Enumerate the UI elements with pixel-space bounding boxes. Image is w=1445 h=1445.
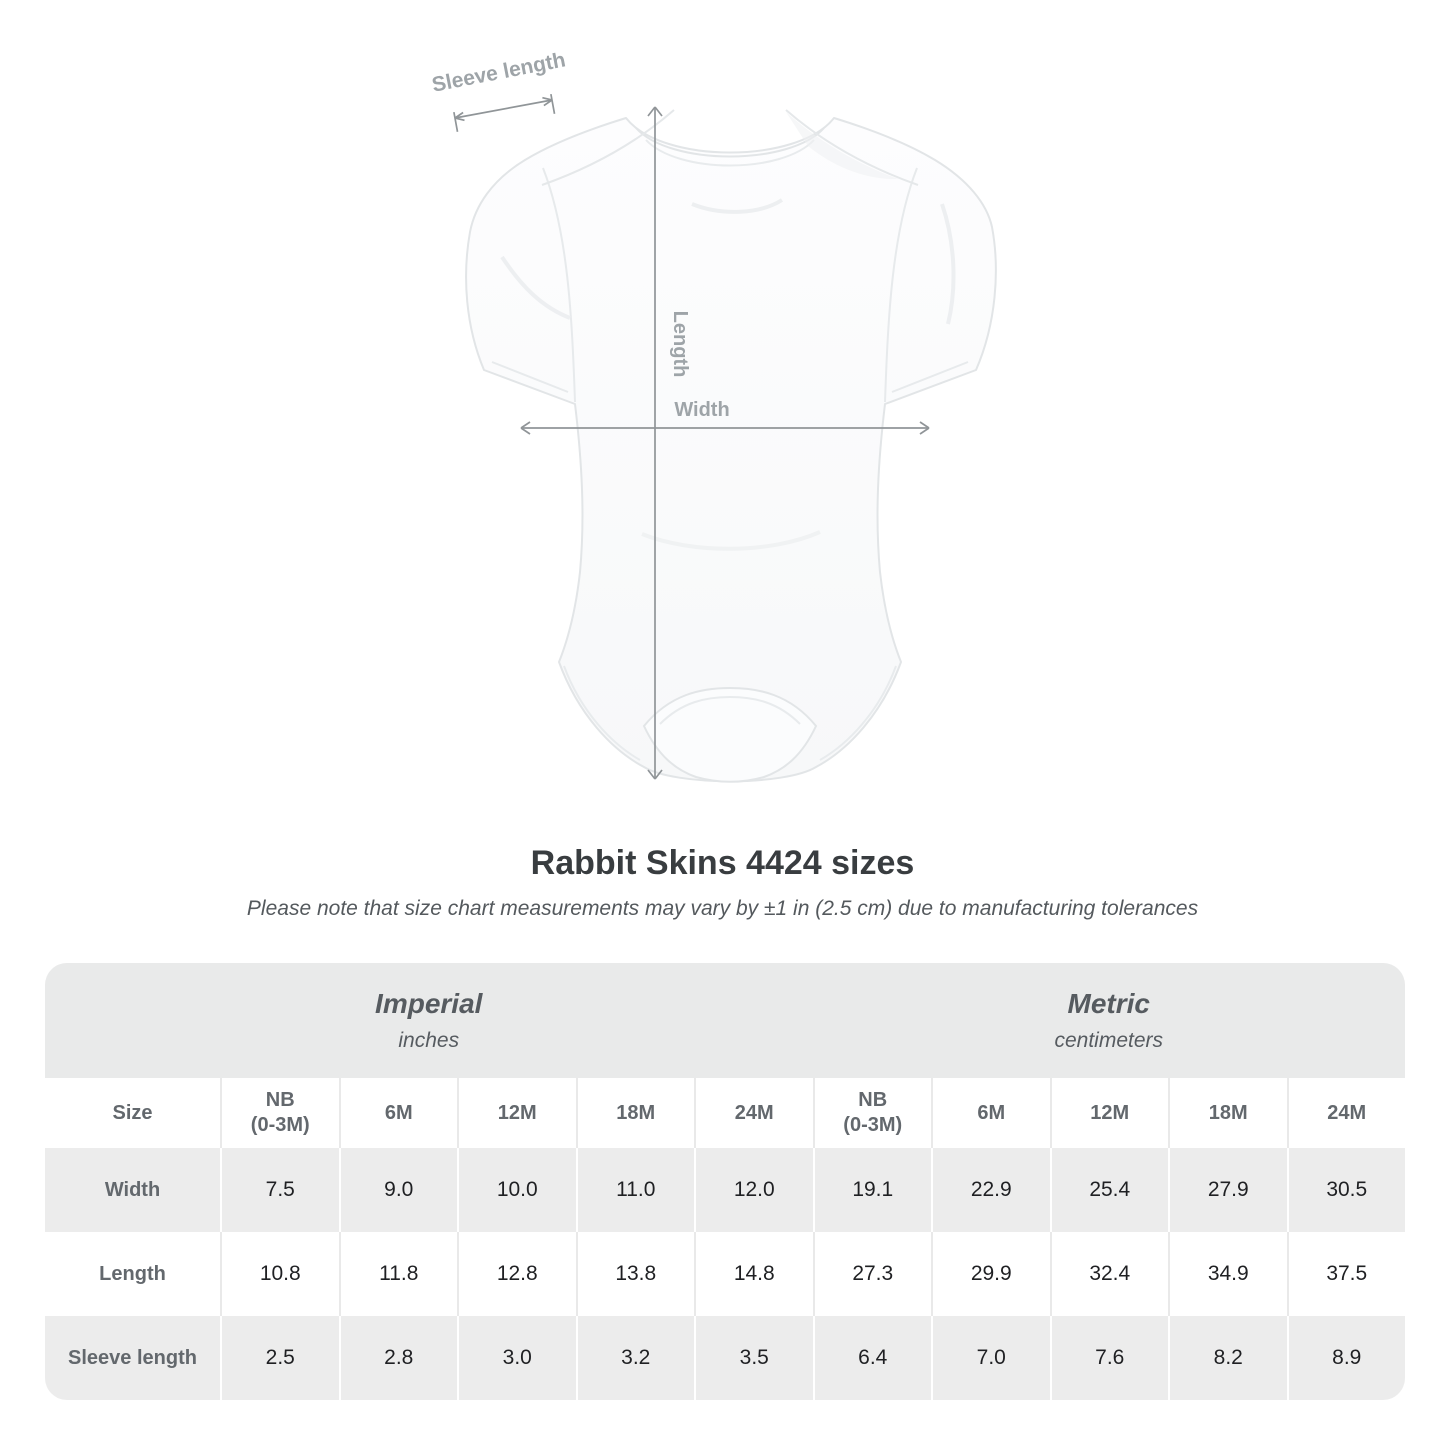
fabric-fold (940, 203, 956, 325)
col-header-6m-metric: 6M (931, 1078, 1050, 1148)
table-cell: 14.8 (694, 1232, 813, 1316)
table-cell: 29.9 (931, 1232, 1050, 1316)
table-cell: 11.8 (338, 1232, 458, 1316)
metric-label: Metric (1067, 988, 1150, 1019)
right-armhole-seam (884, 167, 918, 403)
table-cell: 8.2 (1168, 1316, 1287, 1400)
table-cell: 3.2 (575, 1316, 695, 1400)
imperial-unit: inches (398, 1029, 460, 1052)
row-label: Sleeve length (68, 1346, 197, 1369)
col-header-18m-metric: 18M (1168, 1078, 1287, 1148)
table-cell: 10.8 (220, 1232, 339, 1316)
left-lap-shoulder-edge (541, 109, 675, 186)
snap-flap-seam (659, 695, 801, 725)
table-cell: 13.8 (575, 1232, 695, 1316)
row-label: Length (99, 1262, 166, 1285)
table-cell: 7.6 (1049, 1316, 1169, 1400)
table-cell: 34.9 (1168, 1232, 1287, 1316)
size-chart-table: Imperial inches Metric centimeters Size … (45, 963, 1405, 1400)
table-row-length: Length 10.8 11.8 12.8 13.8 14.8 27.3 29.… (45, 1232, 1405, 1316)
imperial-label: Imperial (375, 988, 483, 1019)
imperial-group-header: Imperial inches (45, 963, 813, 1078)
table-cell: 27.3 (812, 1232, 932, 1316)
right-lap-shoulder-edge (785, 109, 919, 186)
length-label: Length (669, 311, 691, 378)
col-header-24m-metric: 24M (1286, 1078, 1406, 1148)
table-cell: 25.4 (1049, 1148, 1169, 1232)
right-sleeve-hem (891, 361, 969, 393)
table-cell: 22.9 (931, 1148, 1050, 1232)
fabric-fold (641, 530, 821, 551)
table-cell: 11.0 (575, 1148, 695, 1232)
table-row-sleeve-length: Sleeve length 2.5 2.8 3.0 3.2 3.5 6.4 7.… (45, 1316, 1405, 1400)
width-arrow (520, 421, 930, 435)
bodysuit-size-diagram: Sleeve length Length Width (430, 52, 997, 783)
table-cell: 10.0 (457, 1148, 576, 1232)
table-cell: 32.4 (1049, 1232, 1169, 1316)
fabric-fold (500, 255, 571, 320)
table-cell: 3.5 (694, 1316, 813, 1400)
left-leg-binding (563, 665, 641, 761)
col-header-nb-imperial: NB (0-3M) (220, 1078, 339, 1148)
snap-flap (642, 686, 818, 783)
col-header-6m-imperial: 6M (338, 1078, 458, 1148)
table-cell: 37.5 (1286, 1232, 1406, 1316)
metric-group-header: Metric centimeters (813, 963, 1406, 1078)
width-label: Width (674, 399, 729, 421)
row-label: Width (104, 1178, 161, 1201)
table-row-width: Width 7.5 9.0 10.0 11.0 12.0 19.1 22.9 2… (45, 1148, 1405, 1232)
col-header-nb-metric: NB (0-3M) (812, 1078, 932, 1148)
table-cell: 27.9 (1168, 1148, 1287, 1232)
table-cell: 6.4 (812, 1316, 932, 1400)
table-cell: 3.0 (457, 1316, 576, 1400)
table-cell: 8.9 (1286, 1316, 1406, 1400)
table-cell: 2.5 (220, 1316, 339, 1400)
table-cell: 7.5 (220, 1148, 339, 1232)
col-header-12m-metric: 12M (1049, 1078, 1169, 1148)
table-cell: 30.5 (1286, 1148, 1406, 1232)
sleeve-length-label: Sleeve length (430, 52, 567, 97)
sleeve-length-arrow (453, 93, 556, 132)
length-arrow (647, 106, 663, 780)
fabric-fold (691, 198, 784, 214)
table-cell: 9.0 (338, 1148, 458, 1232)
right-leg-binding (819, 665, 897, 761)
page-title: Rabbit Skins 4424 sizes (530, 844, 915, 882)
size-header-row: Size NB (0-3M) 6M 12M 18M 24M NB (0-3M) … (45, 1078, 1405, 1148)
table-cell: 7.0 (931, 1316, 1050, 1400)
tolerance-note: Please note that size chart measurements… (246, 897, 1199, 920)
left-armhole-seam (542, 167, 576, 403)
metric-unit: centimeters (1054, 1029, 1164, 1052)
table-cell: 12.8 (457, 1232, 576, 1316)
col-header-18m-imperial: 18M (575, 1078, 695, 1148)
bodysuit-outline (465, 117, 997, 783)
size-column-header: Size (112, 1101, 153, 1124)
bodysuit-graphic (465, 109, 997, 783)
shoulder-shadow (786, 112, 898, 180)
col-header-12m-imperial: 12M (457, 1078, 576, 1148)
table-cell: 2.8 (338, 1316, 458, 1400)
col-header-24m-imperial: 24M (694, 1078, 813, 1148)
unit-group-row: Imperial inches Metric centimeters (45, 963, 1405, 1078)
table-cell: 19.1 (812, 1148, 932, 1232)
left-sleeve-hem (491, 361, 569, 393)
table-cell: 12.0 (694, 1148, 813, 1232)
neck-binding-inner (645, 139, 815, 167)
